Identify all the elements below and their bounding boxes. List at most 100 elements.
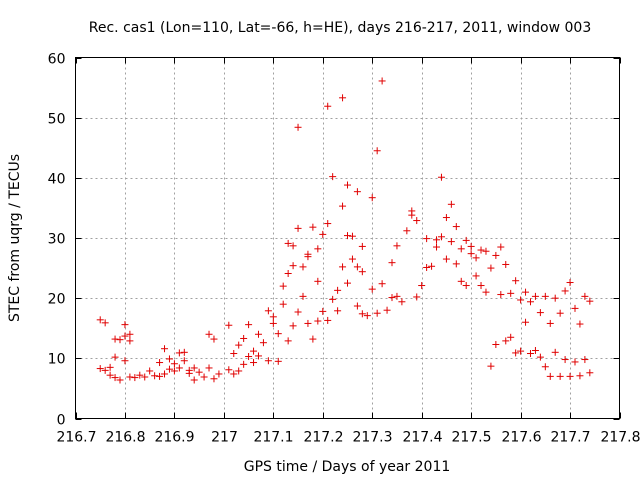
data-point-marker (344, 279, 351, 287)
data-point-marker (324, 316, 332, 324)
data-point-marker (190, 376, 198, 384)
y-axis-label: STEC from uqrg / TECUs (7, 154, 23, 322)
data-point-marker (314, 277, 322, 285)
data-point-marker (279, 282, 287, 290)
data-point-marker (522, 318, 530, 326)
x-tick-label: 216.7 (56, 430, 96, 446)
data-point-marker (161, 345, 169, 353)
data-point-marker (467, 250, 475, 258)
data-point-marker (175, 349, 183, 357)
data-point-marker (230, 370, 238, 378)
x-tick-label: 217.1 (253, 430, 293, 446)
data-point-marker (462, 282, 470, 290)
data-point-marker (245, 321, 253, 329)
data-point-marker (437, 233, 445, 241)
data-point-marker (314, 317, 322, 325)
x-tick-label: 216.9 (154, 430, 194, 446)
data-point-marker (368, 285, 376, 293)
data-point-marker (512, 349, 520, 357)
x-tick-label: 217.3 (352, 430, 392, 446)
data-point-marker (517, 347, 525, 355)
data-point-marker (556, 309, 564, 317)
data-point-marker (96, 365, 104, 373)
data-point-marker (126, 330, 134, 338)
data-point-marker (378, 77, 386, 85)
data-point-marker (334, 307, 342, 315)
data-point-marker (339, 94, 347, 102)
data-point-marker (507, 333, 515, 341)
data-point-marker (304, 250, 312, 258)
data-point-marker (393, 292, 401, 300)
data-point-marker (299, 292, 307, 300)
y-tick-label: 0 (57, 413, 66, 429)
data-point-marker (250, 347, 258, 355)
data-point-marker (388, 259, 396, 267)
data-point-marker (472, 272, 480, 280)
data-point-marker (348, 232, 356, 240)
data-point-marker (526, 298, 534, 306)
data-point-marker (566, 372, 574, 380)
data-point-marker (339, 263, 347, 271)
data-point-marker (492, 340, 500, 348)
data-point-marker (477, 282, 485, 290)
y-tick-label: 50 (48, 112, 66, 128)
data-point-marker (576, 372, 584, 380)
data-point-marker (477, 246, 485, 254)
data-point-marker (373, 147, 381, 155)
data-point-marker (289, 262, 297, 270)
data-point-marker (428, 262, 436, 270)
data-point-marker (235, 341, 243, 349)
data-point-marker (442, 255, 450, 263)
data-point-marker (561, 356, 569, 364)
data-point-marker (556, 372, 564, 380)
data-point-marker (452, 223, 460, 231)
data-point-marker (487, 264, 495, 272)
data-point-marker (284, 239, 292, 247)
data-point-marker (111, 335, 119, 343)
data-point-marker (571, 304, 579, 312)
data-point-marker (467, 242, 475, 250)
data-point-marker (175, 364, 183, 372)
data-point-marker (254, 330, 262, 338)
data-point-marker (170, 360, 178, 368)
x-tick-label: 216.8 (105, 430, 145, 446)
data-point-marker (339, 202, 347, 210)
data-point-marker (546, 319, 554, 327)
data-point-marker (334, 286, 342, 294)
data-point-marker (388, 294, 396, 302)
data-point-marker (235, 367, 243, 375)
data-point-marker (264, 357, 272, 365)
data-point-marker (299, 263, 307, 271)
data-point-marker (165, 355, 173, 363)
data-point-marker (442, 214, 450, 222)
data-point-marker (156, 372, 164, 380)
data-point-marker (111, 353, 119, 361)
data-point-marker (437, 173, 445, 181)
data-point-marker (551, 294, 559, 302)
data-point-marker (462, 236, 470, 244)
data-point-marker (269, 319, 277, 327)
data-point-marker (284, 269, 292, 277)
data-point-marker (576, 320, 584, 328)
data-point-marker (398, 298, 406, 306)
data-point-marker (250, 359, 258, 367)
data-point-marker (502, 337, 510, 345)
data-point-marker (289, 322, 297, 330)
data-point-marker (126, 337, 134, 345)
data-point-marker (126, 373, 134, 381)
data-point-marker (447, 238, 455, 246)
data-point-marker (279, 300, 287, 308)
data-point-marker (254, 352, 262, 360)
data-point-marker (517, 296, 525, 304)
axis-ticks (75, 57, 621, 420)
data-point-marker (294, 123, 302, 131)
data-point-marker (536, 309, 544, 317)
data-point-marker (561, 287, 569, 295)
y-tick-label: 60 (48, 52, 66, 68)
data-point-marker (165, 365, 173, 373)
data-point-marker (378, 280, 386, 288)
data-point-marker (314, 245, 322, 253)
data-point-marker (457, 277, 465, 285)
data-point-marker (348, 255, 356, 263)
